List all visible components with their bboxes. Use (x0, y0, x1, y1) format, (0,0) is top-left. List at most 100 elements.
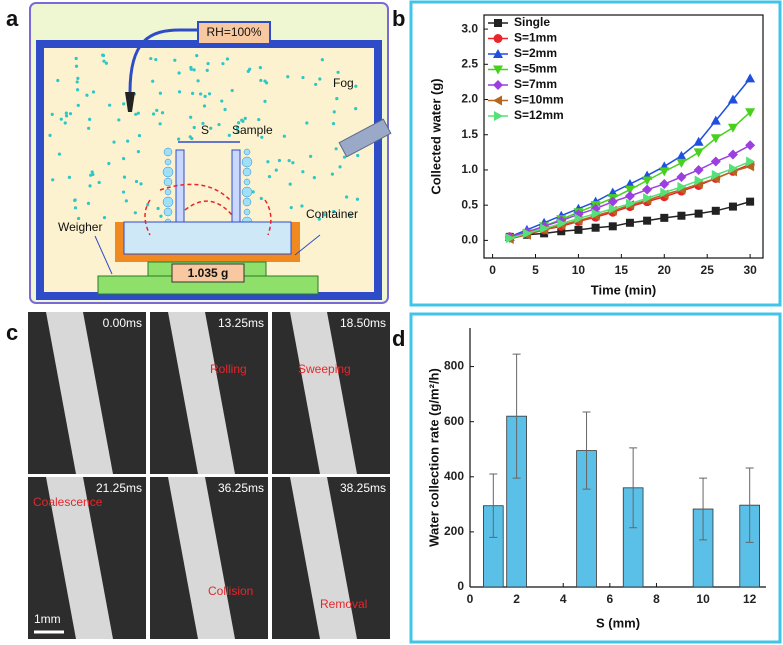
error-bar (582, 411, 591, 490)
fog-dot (122, 175, 127, 179)
marker (505, 233, 515, 244)
panel-label: a (6, 6, 19, 31)
fog-dot (258, 66, 262, 70)
droplet (162, 196, 174, 208)
fog-dot (133, 211, 137, 215)
droplet (241, 186, 253, 198)
frame-band (290, 312, 357, 474)
legend-label: S=7mm (514, 77, 557, 91)
marker (676, 158, 687, 168)
marker (557, 227, 566, 236)
fog-dot (88, 117, 92, 121)
fog-dot (155, 108, 159, 112)
plot-frame (483, 14, 764, 259)
frame-band (290, 477, 357, 639)
legend-label: S=1mm (514, 31, 557, 45)
droplet (163, 147, 173, 157)
marker (624, 191, 635, 202)
fog-dot (205, 68, 209, 72)
fog-dot (158, 91, 163, 95)
fog-dot (246, 69, 250, 74)
marker (625, 218, 634, 227)
fog-dot (330, 172, 334, 176)
marker (660, 213, 669, 222)
fog-dot (101, 53, 106, 58)
marker (643, 216, 652, 225)
fog-dot (240, 118, 244, 122)
fog-dot (287, 159, 291, 163)
weigher-label: Weigher (58, 220, 102, 234)
y-tick-label: 1.0 (461, 162, 478, 176)
marker (660, 187, 670, 198)
rh-label: RH=100% (206, 25, 261, 39)
fog-dot (59, 117, 63, 121)
x-tick-label: 15 (615, 263, 629, 277)
marker (642, 176, 653, 186)
legend-marker (494, 111, 503, 121)
fog-dot (342, 155, 347, 159)
fog-dot (217, 122, 221, 127)
fog-dot (317, 217, 321, 221)
y-tick-label: 0.5 (461, 197, 478, 211)
fog-dot (274, 168, 278, 172)
fog-dot (64, 111, 68, 115)
marker (693, 164, 704, 175)
fog-dot (73, 198, 77, 202)
droplet (243, 208, 251, 216)
fog-dot (134, 179, 139, 184)
error-bar (745, 467, 754, 543)
marker (727, 94, 738, 104)
x-tick-label: 8 (653, 592, 660, 606)
marker (728, 202, 737, 211)
marker (694, 175, 704, 186)
fog-dot (312, 176, 316, 180)
y-tick-label: 600 (444, 414, 464, 428)
marker (625, 198, 635, 209)
droplet (243, 178, 251, 186)
fog-dot (139, 182, 143, 186)
marker (745, 161, 755, 172)
fog-dot (151, 112, 156, 116)
fog-dot (344, 195, 349, 199)
y-tick-label: 200 (444, 524, 464, 538)
error-bar (489, 473, 498, 538)
fog-dot (104, 61, 108, 65)
fog-dot (73, 206, 78, 210)
fog-dot (75, 88, 80, 92)
x-tick-label: 6 (606, 592, 613, 606)
fog-dot (223, 107, 227, 112)
fog-dot (201, 121, 205, 126)
fog-dot (189, 115, 193, 119)
fog-dot (266, 160, 270, 164)
fog-dot (76, 76, 80, 80)
y-tick-label: 1.5 (461, 127, 478, 141)
marker (540, 223, 550, 234)
marker (607, 196, 618, 207)
y-tick-label: 400 (444, 469, 464, 483)
marker (711, 169, 721, 180)
fog-dot (260, 135, 264, 139)
fog-dot (90, 170, 94, 174)
fog-dot (67, 175, 71, 179)
fog-dot (151, 79, 155, 83)
marker (608, 203, 618, 214)
fog-dot (191, 91, 195, 95)
x-tick-label: 20 (658, 263, 672, 277)
fog-dot (265, 81, 269, 85)
y-tick-label: 0.0 (461, 233, 478, 247)
y-tick-label: 2.0 (461, 92, 478, 106)
fog-dot (225, 57, 230, 61)
fog-dot (112, 140, 116, 144)
fog-dot (354, 107, 358, 111)
fog-dot (48, 133, 52, 137)
timestamp: 18.50ms (340, 316, 386, 330)
fog-dot (320, 58, 324, 62)
fog-dot (309, 154, 313, 158)
error-bar (512, 353, 521, 479)
fog-dot (259, 78, 263, 83)
fog-dot (57, 152, 62, 156)
marker (728, 163, 738, 174)
legend-marker (493, 49, 503, 58)
fog-dot (149, 56, 153, 61)
